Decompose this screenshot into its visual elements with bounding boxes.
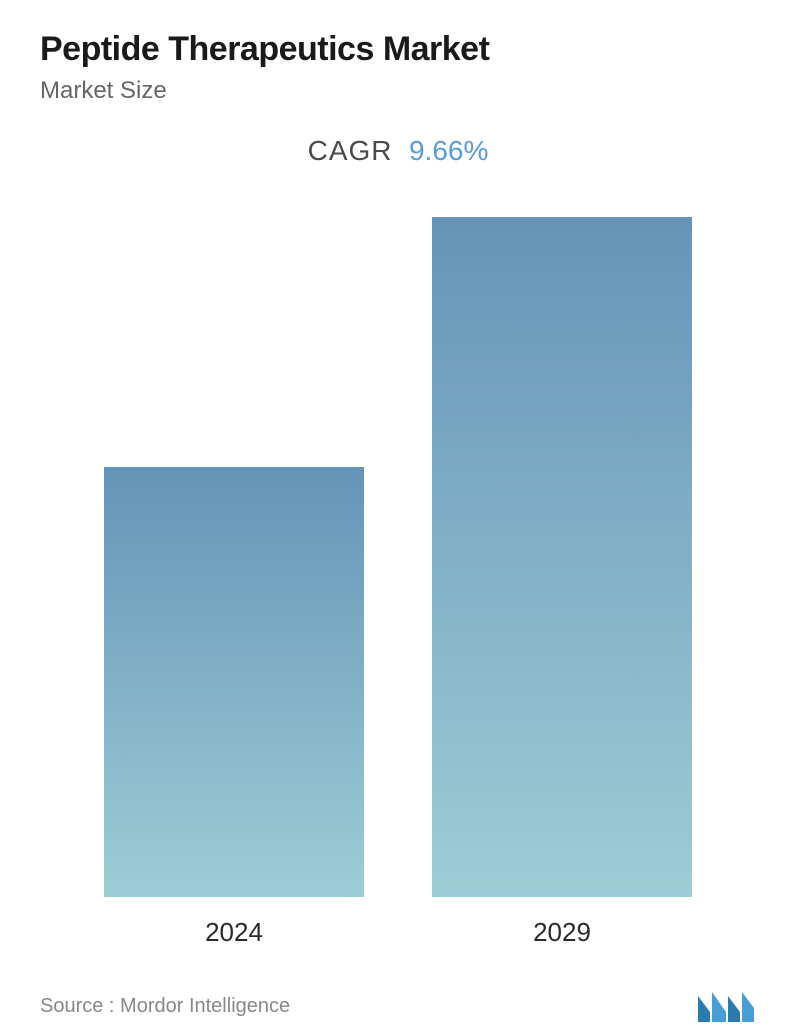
bar-label-2024: 2024 (205, 917, 263, 948)
source-text: Source : Mordor Intelligence (40, 995, 290, 1018)
logo-icon (696, 988, 756, 1024)
bar-2029 (432, 217, 692, 897)
footer: Source : Mordor Intelligence (40, 978, 756, 1024)
chart-area: 2024 2029 (40, 217, 756, 948)
page-title: Peptide Therapeutics Market (40, 30, 756, 69)
bar-group-2029: 2029 (422, 217, 702, 948)
cagr-label: CAGR (308, 135, 393, 166)
bar-2024 (104, 467, 364, 897)
cagr-row: CAGR 9.66% (40, 135, 756, 167)
chart-container: Peptide Therapeutics Market Market Size … (0, 0, 796, 1034)
bar-label-2029: 2029 (533, 917, 591, 948)
bar-group-2024: 2024 (94, 467, 374, 948)
cagr-value: 9.66% (409, 135, 488, 166)
page-subtitle: Market Size (40, 77, 756, 105)
